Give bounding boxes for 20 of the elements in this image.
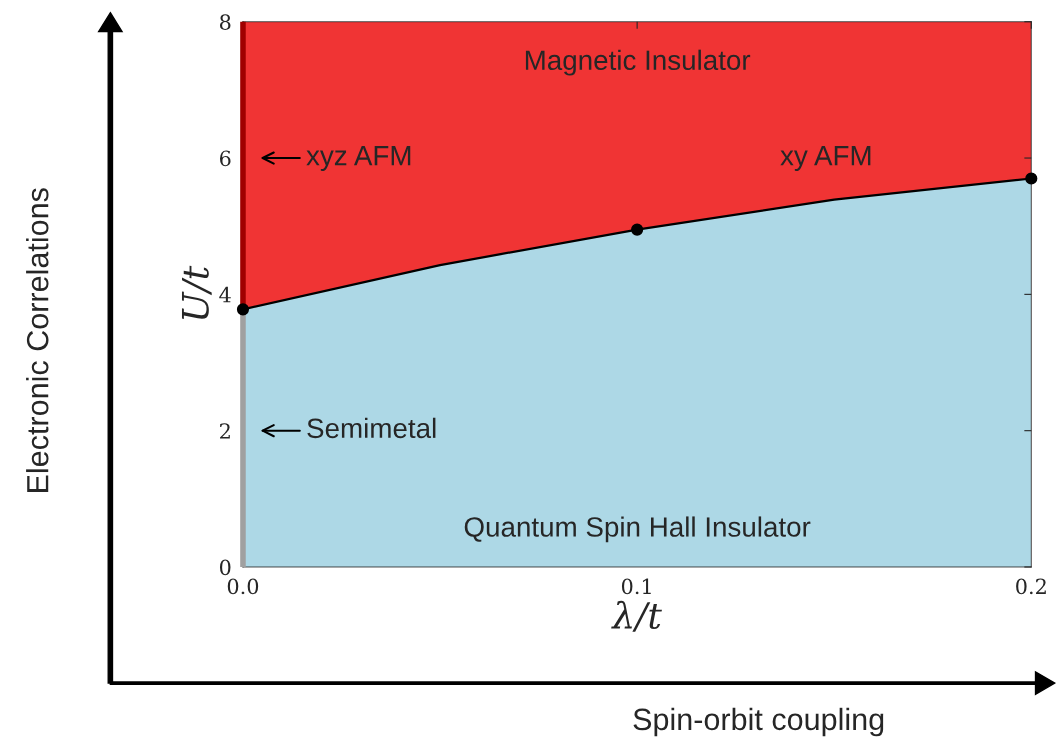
point [236,303,250,316]
annotation: xyz AFM [306,146,411,171]
y-tick-label: 6 [220,150,231,167]
y-tick-label: 0 [219,559,231,576]
x-tick-label: 0.0 [227,578,259,595]
y-axis-title: U/t [181,265,212,319]
x-tick-label: 0.1 [621,578,651,595]
annotation: Quantum Spin Hall Insulator [464,516,811,543]
text: Electronic Correlations [26,188,49,492]
point [631,223,644,236]
annotation: Semimetal [307,417,436,439]
y-tick-label: 8 [220,14,231,30]
y-tick-label: 4 [219,286,231,303]
x-tick-label: 0.2 [1016,578,1046,595]
y-tick-label: 2 [220,423,230,439]
annotation: xy AFM [780,146,871,171]
text: Spin-orbit coupling [633,707,884,737]
annotation: Magnetic Insulator [525,49,751,76]
point [1025,172,1038,185]
x-axis-title: λ/t [611,600,662,632]
